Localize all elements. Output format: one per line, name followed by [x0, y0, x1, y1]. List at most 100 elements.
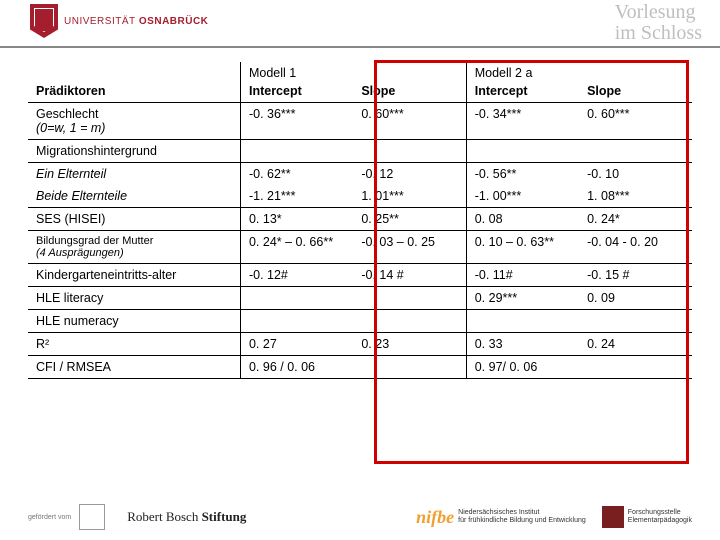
row-label: SES (HISEI)	[28, 208, 240, 231]
row-label: Ein Elternteil	[28, 163, 240, 186]
hdr-m2-intercept: Intercept	[466, 80, 579, 103]
table-row: Geschlecht(0=w, 1 = m)-0. 36***0. 60***-…	[28, 103, 692, 140]
cell-m1-slope: 1. 01***	[353, 185, 466, 208]
table-body: Geschlecht(0=w, 1 = m)-0. 36***0. 60***-…	[28, 103, 692, 379]
cell-m2-slope: 0. 24	[579, 333, 692, 356]
cell-m2-intercept: 0. 33	[466, 333, 579, 356]
cell-m2-intercept: 0. 08	[466, 208, 579, 231]
cell-m1-slope: 0. 23	[353, 333, 466, 356]
series-line2: im Schloss	[615, 23, 702, 44]
nifbe-sub: Niedersächsisches Institut für frühkindl…	[458, 509, 586, 524]
cell-m1-intercept	[240, 287, 353, 310]
row-label: CFI / RMSEA	[28, 356, 240, 379]
nifbe-sub1: Niedersächsisches Institut	[458, 509, 586, 517]
cell-m1-slope	[353, 310, 466, 333]
cell-m1-slope: 0. 25**	[353, 208, 466, 231]
series-title: Vorlesung im Schloss	[615, 2, 702, 44]
cell-m1-intercept: 0. 13*	[240, 208, 353, 231]
cell-m2-intercept	[466, 140, 579, 163]
cell-m1-slope: -0. 03 – 0. 25	[353, 231, 466, 264]
hdr-pred: Prädiktoren	[28, 80, 240, 103]
footer-right: nifbe Niedersächsisches Institut für frü…	[416, 506, 692, 528]
cell-m2-intercept: 0. 29***	[466, 287, 579, 310]
cell-m1-slope	[353, 356, 466, 379]
row-label: Geschlecht(0=w, 1 = m)	[28, 103, 240, 140]
results-table: Modell 1 Modell 2 a Prädiktoren Intercep…	[28, 62, 692, 379]
slide-footer: gefördert vom Robert Bosch Stiftung nifb…	[0, 494, 720, 540]
table-row: HLE numeracy	[28, 310, 692, 333]
cell-m2-intercept: -0. 11#	[466, 264, 579, 287]
sponsor-icon	[79, 504, 105, 530]
cell-m2-slope: 0. 60***	[579, 103, 692, 140]
cell-m2-slope: 0. 09	[579, 287, 692, 310]
fg-block: Forschungsstelle Elementarpädagogik	[602, 506, 692, 528]
table-row: Ein Elternteil-0. 62**-0. 12-0. 56**-0. …	[28, 163, 692, 186]
row-label: Migrationshintergrund	[28, 140, 240, 163]
cell-m1-slope: -0. 12	[353, 163, 466, 186]
cell-m1-intercept: 0. 96 / 0. 06	[240, 356, 353, 379]
nifbe-block: nifbe Niedersächsisches Institut für frü…	[416, 507, 586, 528]
sponsor-st: Stiftung	[202, 509, 247, 524]
table-row: Beide Elternteile-1. 21***1. 01***-1. 00…	[28, 185, 692, 208]
hdr-m1-intercept: Intercept	[240, 80, 353, 103]
row-label: Beide Elternteile	[28, 185, 240, 208]
row-label: HLE literacy	[28, 287, 240, 310]
sponsor-main: Robert Bosch Stiftung	[127, 509, 246, 525]
row-label: R²	[28, 333, 240, 356]
table-row: Kindergarteneintritts-alter-0. 12#-0. 14…	[28, 264, 692, 287]
cell-m2-intercept	[466, 310, 579, 333]
shield-icon	[30, 4, 58, 38]
table-row: R²0. 270. 230. 330. 24	[28, 333, 692, 356]
table-row: Bildungsgrad der Mutter(4 Ausprägungen)0…	[28, 231, 692, 264]
cell-m2-intercept: -1. 00***	[466, 185, 579, 208]
cell-m1-slope: 0. 60***	[353, 103, 466, 140]
hdr-m1-slope: Slope	[353, 80, 466, 103]
row-label: HLE numeracy	[28, 310, 240, 333]
cell-m2-slope	[579, 356, 692, 379]
cell-m2-slope: 1. 08***	[579, 185, 692, 208]
cell-m2-slope: -0. 10	[579, 163, 692, 186]
university-logo: UNIVERSITÄT OSNABRÜCK	[30, 4, 208, 38]
cell-m1-slope: -0. 14 #	[353, 264, 466, 287]
fg2: Elementarpädagogik	[628, 517, 692, 525]
fg-icon	[602, 506, 624, 528]
cell-m2-intercept: -0. 34***	[466, 103, 579, 140]
cell-m1-intercept	[240, 310, 353, 333]
university-name: UNIVERSITÄT OSNABRÜCK	[64, 16, 208, 27]
row-label: Kindergarteneintritts-alter	[28, 264, 240, 287]
nifbe-sub2: für frühkindliche Bildung und Entwicklun…	[458, 517, 586, 525]
series-line1: Vorlesung	[615, 2, 702, 23]
hdr-m2-slope: Slope	[579, 80, 692, 103]
table-row: SES (HISEI)0. 13*0. 25**0. 080. 24*	[28, 208, 692, 231]
cell-m2-slope: -0. 04 - 0. 20	[579, 231, 692, 264]
sponsor-small: gefördert vom	[28, 514, 71, 521]
fg-text: Forschungsstelle Elementarpädagogik	[628, 509, 692, 524]
cell-m2-slope	[579, 140, 692, 163]
cell-m1-intercept: -0. 36***	[240, 103, 353, 140]
row-label: Bildungsgrad der Mutter(4 Ausprägungen)	[28, 231, 240, 264]
sponsor-block: gefördert vom	[28, 504, 105, 530]
sponsor-rb: Robert Bosch	[127, 509, 201, 524]
cell-m2-slope: 0. 24*	[579, 208, 692, 231]
table-row: Migrationshintergrund	[28, 140, 692, 163]
cell-m1-intercept: 0. 27	[240, 333, 353, 356]
table-row: HLE literacy 0. 29***0. 09	[28, 287, 692, 310]
footer-left: gefördert vom Robert Bosch Stiftung	[28, 504, 246, 530]
slide-header: UNIVERSITÄT OSNABRÜCK Vorlesung im Schlo…	[0, 0, 720, 48]
cell-m1-intercept: 0. 24* – 0. 66**	[240, 231, 353, 264]
cell-m2-slope	[579, 310, 692, 333]
table-row: CFI / RMSEA0. 96 / 0. 06 0. 97/ 0. 06	[28, 356, 692, 379]
cell-m1-intercept: -0. 12#	[240, 264, 353, 287]
cell-m2-intercept: 0. 97/ 0. 06	[466, 356, 579, 379]
fg1: Forschungsstelle	[628, 509, 692, 517]
cell-m1-slope	[353, 287, 466, 310]
cell-m2-intercept: 0. 10 – 0. 63**	[466, 231, 579, 264]
cell-m1-intercept: -1. 21***	[240, 185, 353, 208]
cell-m1-intercept: -0. 62**	[240, 163, 353, 186]
cell-m1-intercept	[240, 140, 353, 163]
hdr-model2: Modell 2 a	[466, 62, 692, 80]
results-table-wrap: Modell 1 Modell 2 a Prädiktoren Intercep…	[28, 62, 692, 379]
cell-m1-slope	[353, 140, 466, 163]
hdr-blank	[28, 62, 240, 80]
nifbe-logo: nifbe	[416, 507, 454, 528]
